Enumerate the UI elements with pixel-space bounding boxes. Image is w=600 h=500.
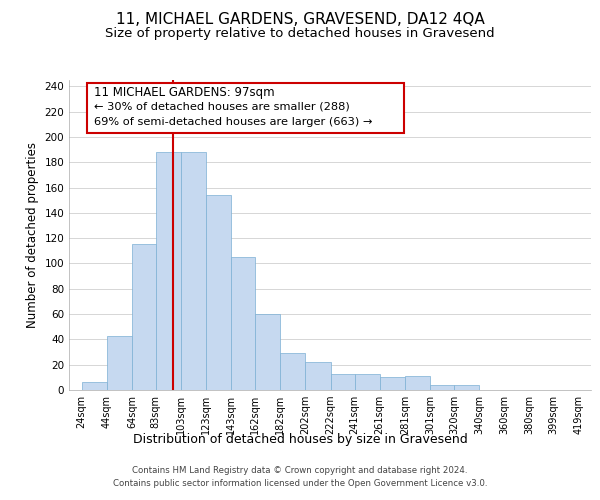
Bar	[380, 378, 405, 390]
Text: ← 30% of detached houses are smaller (288): ← 30% of detached houses are smaller (28…	[94, 102, 350, 112]
Bar	[156, 152, 181, 390]
Bar	[355, 374, 380, 390]
Bar	[255, 314, 280, 390]
Bar	[305, 362, 331, 390]
Bar	[206, 195, 231, 390]
Bar	[331, 374, 355, 390]
Bar	[86, 82, 404, 133]
Text: 69% of semi-detached houses are larger (663) →: 69% of semi-detached houses are larger (…	[94, 116, 373, 126]
Bar	[82, 382, 107, 390]
Bar	[107, 336, 132, 390]
Y-axis label: Number of detached properties: Number of detached properties	[26, 142, 39, 328]
Bar	[181, 152, 206, 390]
Bar	[280, 354, 305, 390]
Bar	[454, 385, 479, 390]
Bar	[430, 385, 454, 390]
Text: 11 MICHAEL GARDENS: 97sqm: 11 MICHAEL GARDENS: 97sqm	[94, 86, 275, 100]
Text: Size of property relative to detached houses in Gravesend: Size of property relative to detached ho…	[105, 28, 495, 40]
Text: Contains HM Land Registry data © Crown copyright and database right 2024.
Contai: Contains HM Land Registry data © Crown c…	[113, 466, 487, 487]
Text: 11, MICHAEL GARDENS, GRAVESEND, DA12 4QA: 11, MICHAEL GARDENS, GRAVESEND, DA12 4QA	[116, 12, 484, 28]
Text: Distribution of detached houses by size in Gravesend: Distribution of detached houses by size …	[133, 432, 467, 446]
Bar	[231, 257, 255, 390]
Bar	[132, 244, 156, 390]
Bar	[405, 376, 430, 390]
